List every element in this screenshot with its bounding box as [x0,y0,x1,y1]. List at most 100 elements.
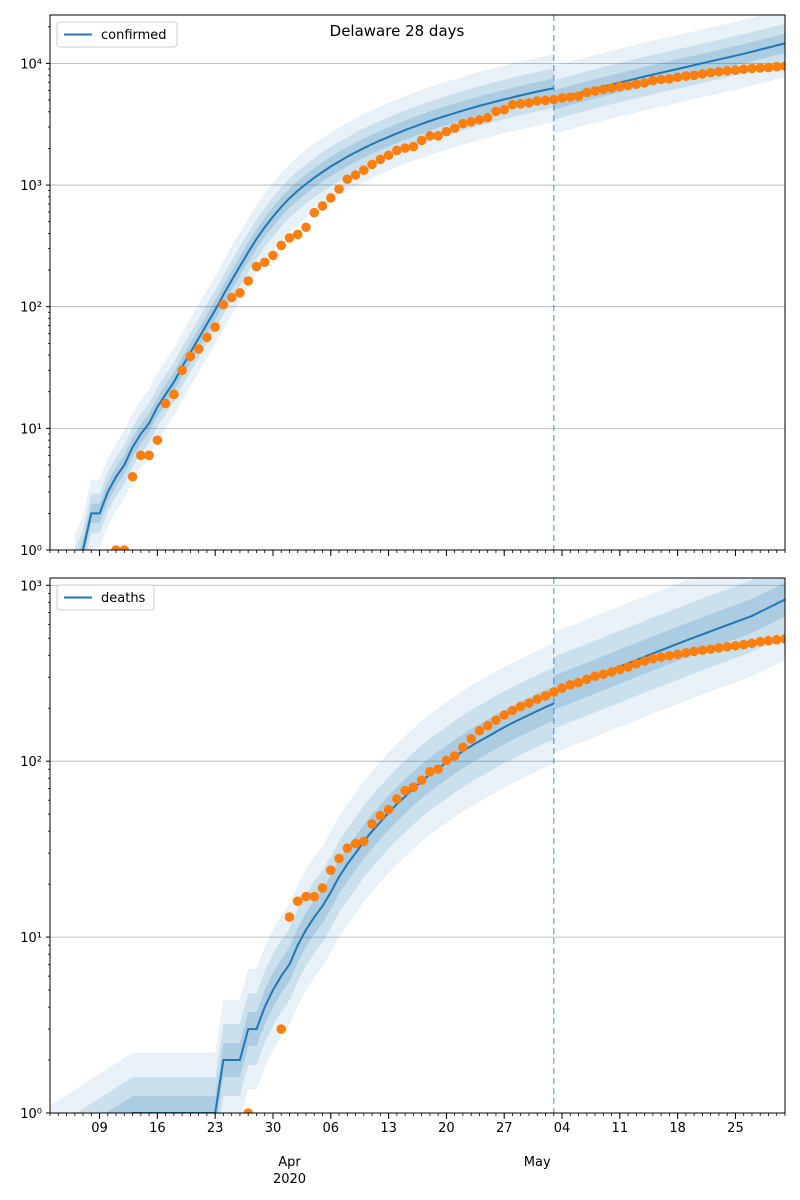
observed-point [598,84,609,95]
observed-point [243,276,254,286]
observed-point [623,80,633,91]
observed-point [474,114,485,125]
observed-point [639,78,650,88]
observed-point [730,65,741,75]
y-tick-label: 10⁰ [20,1107,42,1122]
x-tick-label: 20 [438,1121,455,1136]
observed-point [491,106,501,117]
observed-point [458,118,468,129]
legend-box [56,584,155,611]
observed-point [317,883,328,893]
observed-point [342,843,353,854]
x-axis: 09 16 23 30 06 13 20 27 04 11 18 25 Apr 2020 May [91,1121,743,1187]
observed-point [193,344,204,354]
observed-point [416,135,427,146]
observed-point [292,896,303,906]
x-tick-label: 18 [669,1121,686,1136]
observed-point [334,184,344,194]
uncertainty-band [106,686,554,1113]
observed-point [598,669,609,680]
observed-point [515,701,526,712]
observed-point [763,635,774,646]
observed-point [557,93,567,103]
x-tick-label: 11 [612,1121,629,1136]
observed-point [515,99,526,109]
observed-point [590,671,600,682]
observed-point [639,656,650,666]
observed-point [325,865,336,876]
observed-point [392,145,402,156]
observed-point [218,299,229,310]
observed-point [474,725,485,736]
observed-point [648,653,658,664]
observed-point [771,61,782,72]
observed-point [557,683,567,693]
observed-point [606,83,617,93]
observed-point [548,687,559,697]
observed-point [119,545,130,550]
legend-label: confirmed [101,28,167,43]
observed-point [491,715,501,726]
observed-point [664,650,675,661]
observed-point [441,126,452,137]
legend: deaths [56,584,155,611]
observed-point [342,174,353,185]
observed-point [722,641,732,652]
observed-point [780,61,785,71]
observed-point [202,332,212,343]
x-tick-label: 09 [91,1121,108,1136]
uncertainty-band [50,643,554,1113]
observed-point [284,912,295,922]
observed-point [449,751,460,761]
observed-point [466,734,476,744]
plot-area [50,578,785,1113]
observed-point [169,389,179,400]
model-line [81,87,555,550]
observed-point [524,98,534,108]
observed-point [747,638,757,649]
observed-point [615,664,625,675]
observed-point [548,94,559,105]
observed-point [127,471,138,482]
observed-point [656,74,666,85]
observed-point [648,75,658,86]
y-tick-label: 10² [20,755,42,770]
observed-point [309,891,320,902]
observed-point [631,658,642,669]
observed-point [111,545,121,550]
observed-point [771,634,782,645]
observed-point [499,104,510,115]
observed-point [317,201,328,211]
observed-point [383,150,394,161]
observed-point [606,667,617,677]
model-line [130,702,555,1113]
observed-point [383,804,394,815]
observed-point [590,86,600,96]
axes-frame [49,14,786,551]
observed-point [425,767,435,777]
observed-point [507,705,518,716]
observed-point [747,63,757,74]
observed-point [705,67,716,78]
observed-point [697,645,708,656]
observed-point [714,66,724,77]
observed-point [738,64,749,74]
observed-point [160,398,171,409]
observed-point [210,322,220,332]
legend: confirmed [56,21,178,48]
observed-point [400,143,410,153]
observed-point [359,836,369,847]
observed-point [276,240,287,251]
observed-point [581,674,592,685]
observed-point [301,222,311,233]
observed-point [152,435,163,445]
y-tick-label: 10² [20,301,42,316]
observed-point [755,63,766,73]
uncertainty-band [553,578,785,753]
y-tick-label: 10³ [20,179,42,194]
observed-point [359,165,369,175]
observed-point [532,694,543,705]
observed-point [615,81,625,92]
x-tick-label: 27 [496,1121,513,1136]
